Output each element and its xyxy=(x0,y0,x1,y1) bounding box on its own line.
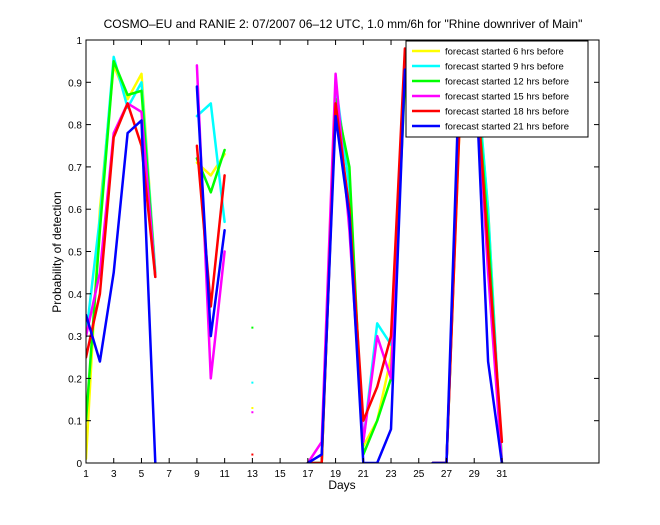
y-tick-label-2: 0.2 xyxy=(68,374,82,385)
chart-title: COSMO–EU and RANIE 2: 07/2007 06–12 UTC,… xyxy=(104,17,583,31)
series-6-line-segment-4 xyxy=(431,40,504,463)
y-axis-label: Probability of detection xyxy=(50,191,64,312)
legend-label-6: forecast started 21 hrs before xyxy=(445,122,569,133)
y-tick-label-6: 0.6 xyxy=(68,205,82,216)
legend-label-3: forecast started 12 hrs before xyxy=(445,77,569,88)
x-tick-label-21: 21 xyxy=(358,469,370,480)
y-tick-label-8: 0.8 xyxy=(68,121,82,132)
legend-label-5: forecast started 18 hrs before xyxy=(445,107,569,118)
y-tick-label-0: 0 xyxy=(76,459,82,470)
x-tick-label-17: 17 xyxy=(302,469,314,480)
x-tick-label-15: 15 xyxy=(275,469,287,480)
x-tick-label-23: 23 xyxy=(385,469,397,480)
x-tick-label-13: 13 xyxy=(247,469,259,480)
legend-label-4: forecast started 15 hrs before xyxy=(445,92,569,103)
x-axis-label: Days xyxy=(328,478,355,492)
legend-box xyxy=(405,40,589,138)
x-tick-label-19: 19 xyxy=(330,469,342,480)
x-tick-label-3: 3 xyxy=(111,469,117,480)
x-tick-label-5: 5 xyxy=(139,469,145,480)
x-tick-label-9: 9 xyxy=(194,469,200,480)
y-tick-label-1: 0.1 xyxy=(68,417,82,428)
x-tick-label-31: 31 xyxy=(496,469,508,480)
series-2-line-segment-2 xyxy=(195,102,226,224)
series-6-line-segment-3 xyxy=(306,68,407,463)
series-4-point-1 xyxy=(251,411,254,414)
y-tick-label-3: 0.3 xyxy=(68,332,82,343)
series-6-line-segment-1 xyxy=(86,119,157,463)
x-tick-label-29: 29 xyxy=(469,469,481,480)
y-tick-label-9: 0.9 xyxy=(68,78,82,89)
legend-label-1: forecast started 6 hrs before xyxy=(445,47,564,58)
y-tick-label-7: 0.7 xyxy=(68,163,82,174)
y-tick-label-5: 0.5 xyxy=(68,248,82,259)
series-2-point-1 xyxy=(251,381,254,384)
x-tick-label-25: 25 xyxy=(413,469,425,480)
series-1-point-1 xyxy=(251,407,254,410)
series-3-point-1 xyxy=(251,326,254,329)
y-tick-label-10: 1 xyxy=(76,36,82,47)
series-3-line-segment-1 xyxy=(86,59,157,422)
series-6-line-segment-2 xyxy=(195,85,226,338)
x-tick-label-11: 11 xyxy=(219,469,230,480)
axis-ticks: 1 3 5 7 9 11 13 15 17 19 21 23 25 27 29 3100.10.20.30.4… xyxy=(68,36,599,480)
x-tick-label-27: 27 xyxy=(441,469,453,480)
series-5-line-segment-2 xyxy=(195,144,226,308)
legend-label-2: forecast started 9 hrs before xyxy=(445,62,564,73)
legend: forecast started 6 hrs before forecast st… xyxy=(405,40,589,138)
x-tick-label-7: 7 xyxy=(166,469,172,480)
series-5-point-1 xyxy=(251,453,254,456)
x-tick-label-1: 1 xyxy=(83,469,89,480)
y-tick-label-4: 0.4 xyxy=(68,290,82,301)
